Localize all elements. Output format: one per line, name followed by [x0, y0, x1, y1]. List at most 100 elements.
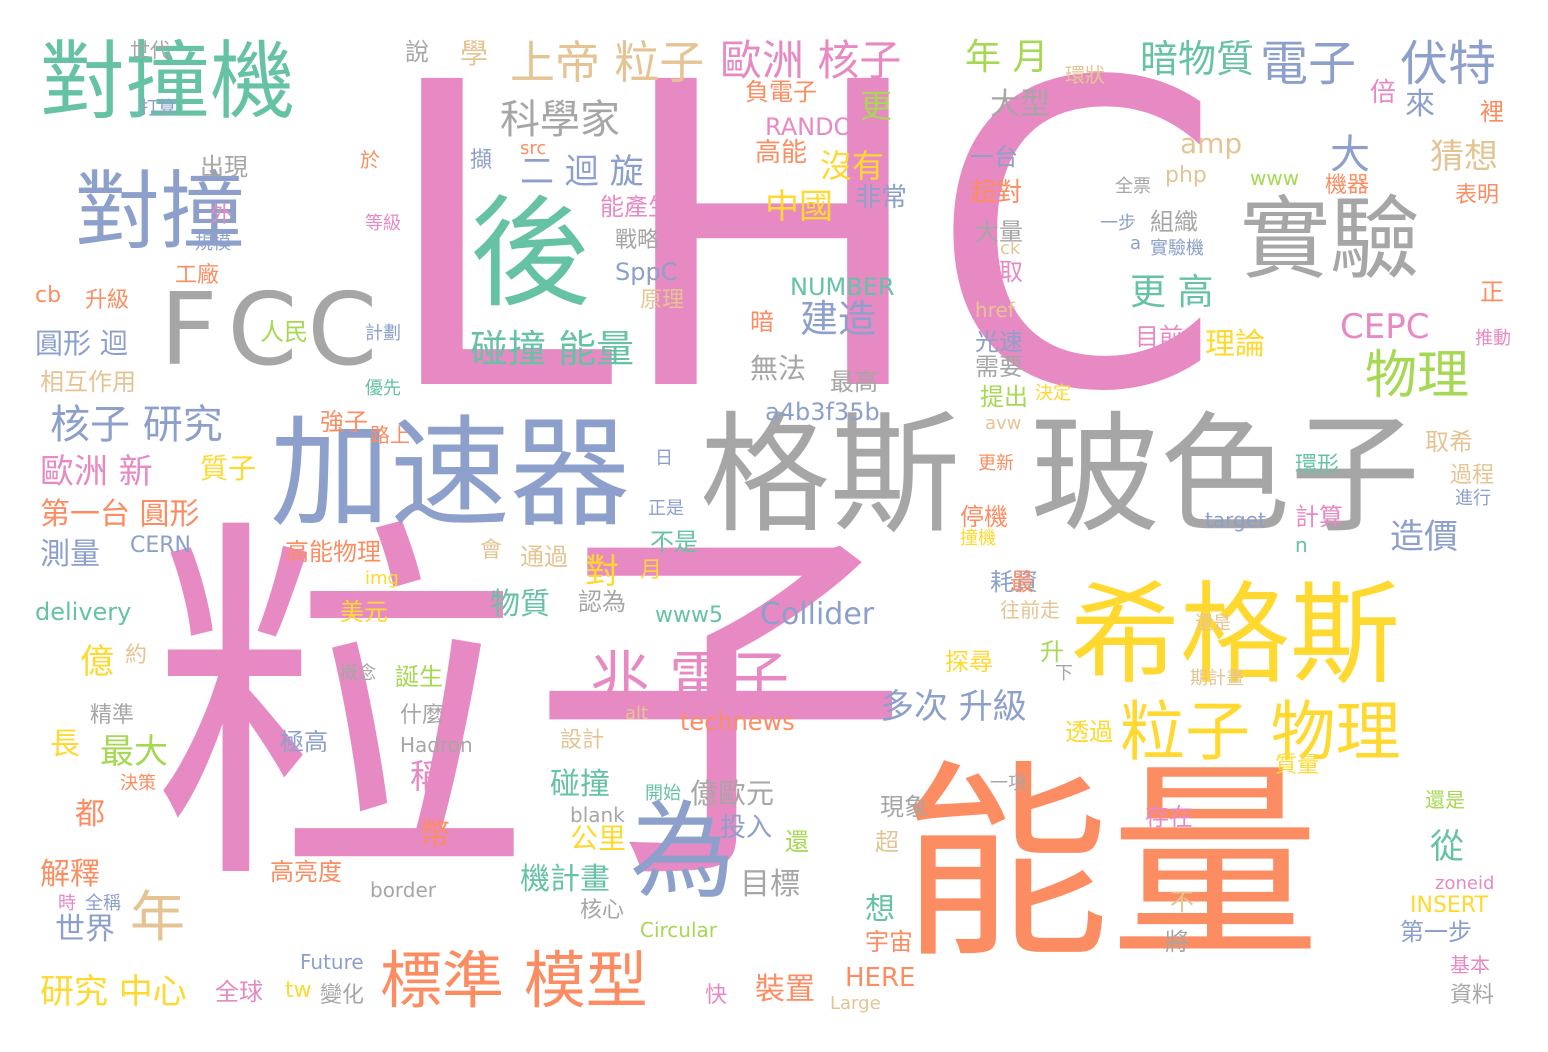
word-168: 取希 [1425, 428, 1473, 456]
word-200: 大型 [990, 87, 1050, 122]
word-169: 更新 [978, 453, 1014, 474]
word-145: SppC [615, 258, 678, 286]
word-190: 還是 [1425, 788, 1465, 812]
word-185: 探尋 [945, 648, 993, 676]
word-53: 億歐元 [690, 777, 775, 810]
word-183: 還是 [1195, 613, 1231, 634]
word-75: 人民 [260, 318, 308, 346]
word-41: 造價 [1390, 517, 1458, 557]
word-24: 科學家 [500, 97, 620, 143]
word-99: 什麼 [400, 703, 445, 728]
word-125: 快 [705, 983, 728, 1008]
word-160: 目前 [1135, 323, 1183, 351]
word-81: 路上 [370, 423, 410, 447]
word-74: 圓形 迴 [35, 327, 128, 360]
word-117: 核心 [580, 898, 625, 923]
word-22: 伏特 [1400, 36, 1497, 92]
word-98: 精準 [90, 703, 135, 728]
word-148: 大量 [975, 218, 1023, 246]
word-96: 概念 [340, 663, 376, 684]
word-73: cb [35, 283, 62, 308]
word-9: 為 [630, 791, 736, 913]
word-151: 組織 [1150, 208, 1198, 236]
word-27: 建造 [800, 297, 877, 341]
word-175: 計算 [1295, 503, 1343, 531]
word-172: 進行 [1455, 488, 1491, 509]
word-31: 歐洲 新 [40, 452, 153, 492]
word-16: 兆 電子 [590, 645, 790, 715]
word-139: 機器 [1325, 173, 1370, 198]
word-69: 規模 [195, 233, 231, 254]
word-93: 認為 [578, 588, 626, 616]
word-90: 月 [640, 558, 663, 583]
word-153: 實驗機 [1150, 238, 1204, 259]
word-101: Hadron [400, 733, 473, 757]
word-26: 碰撞 能量 [470, 327, 635, 371]
word-163: 最高 [830, 368, 878, 396]
word-177: n [1295, 533, 1308, 557]
word-135: src [520, 138, 547, 159]
word-4: 格斯 [700, 399, 961, 551]
word-136: 擷 [470, 148, 493, 173]
word-19: 上帝 粒子 [510, 36, 705, 89]
word-20: 歐洲 核子 [720, 36, 902, 85]
word-30: 核子 研究 [50, 402, 223, 448]
word-79: 質子 [200, 452, 257, 485]
word-100: 極高 [280, 728, 328, 756]
word-39: 大 [1330, 132, 1370, 178]
word-142: 非常 [855, 183, 908, 213]
word-199: 資料 [1450, 983, 1495, 1008]
word-80: 優先 [365, 378, 401, 399]
word-111: 還 [785, 828, 809, 856]
word-156: 正 [1480, 278, 1504, 306]
word-118: Circular [640, 918, 718, 942]
word-120: 宇宙 [865, 928, 913, 956]
word-110: 投入 [720, 813, 773, 843]
word-174: target [1205, 508, 1266, 532]
word-181: 升 [1040, 638, 1064, 666]
word-123: tw [285, 978, 312, 1003]
word-48: 最大 [100, 732, 168, 772]
word-138: 全票 [1115, 176, 1151, 197]
word-78: 強子 [320, 408, 368, 436]
word-38: 沒有 [820, 147, 885, 185]
word-33: 測量 [40, 537, 100, 572]
word-50: 億 [80, 642, 114, 682]
word-10: 對撞機 [40, 33, 296, 132]
word-132: 倍 [1370, 78, 1397, 108]
word-171: 過程 [1450, 463, 1495, 488]
word-127: Large [830, 993, 881, 1014]
word-104: technews [680, 708, 795, 736]
word-32: 第一台 圓形 [40, 497, 200, 532]
word-146: 原理 [640, 288, 685, 313]
word-133: 來 [1405, 87, 1435, 122]
word-196: 將 [1165, 928, 1189, 956]
word-72: 升級 [85, 288, 130, 313]
word-7: 希格斯 [1070, 571, 1400, 699]
word-119: 想 [865, 892, 895, 927]
word-35: 年 月 [965, 37, 1049, 78]
word-162: 需要 [975, 353, 1023, 381]
word-85: CERN [130, 533, 192, 558]
word-95: 約 [125, 643, 148, 668]
word-91: delivery [35, 598, 132, 626]
word-198: 基本 [1450, 953, 1490, 977]
word-17: 物理 [1365, 346, 1470, 406]
word-55: 機計畫 [520, 862, 610, 897]
word-3: 能量 [900, 742, 1321, 987]
word-134: 裡 [1480, 98, 1504, 126]
word-51: 都 [75, 797, 105, 832]
word-107: 開始 [645, 783, 681, 804]
word-8: 後 [470, 185, 590, 324]
word-164: 提出 [980, 383, 1028, 411]
word-158: 暗 [750, 308, 774, 336]
word-173: 停機 [960, 503, 1008, 531]
word-141: 超對 [970, 178, 1023, 208]
word-129: 環狀 [1065, 63, 1105, 87]
word-57: 裝置 [755, 972, 815, 1007]
word-115: 全稱 [85, 893, 121, 914]
word-155: href [975, 298, 1015, 322]
word-12: FCC [160, 271, 388, 388]
word-49: 長 [50, 727, 80, 762]
